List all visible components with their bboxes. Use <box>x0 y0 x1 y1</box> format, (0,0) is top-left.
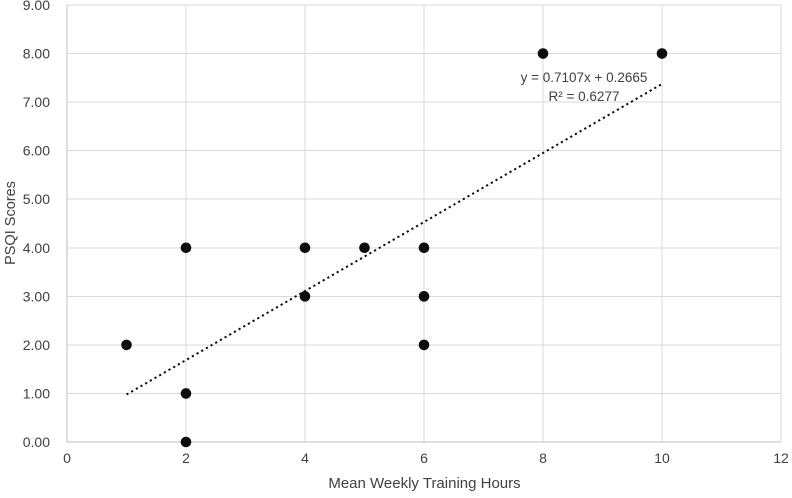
data-point <box>180 388 192 399</box>
data-point <box>418 339 430 351</box>
trendline-equation: y = 0.7107x + 0.2665 <box>520 70 648 85</box>
data-point <box>299 242 311 254</box>
y-axis-title: PSQI Scores <box>3 181 19 265</box>
data-point <box>359 242 370 254</box>
y-tick-label: 6.00 <box>23 143 50 159</box>
y-tick-label: 2.00 <box>23 337 50 353</box>
y-tick-label: 8.00 <box>23 46 50 62</box>
data-point <box>418 291 430 302</box>
data-point <box>299 291 311 302</box>
x-tick-label: 0 <box>63 450 71 466</box>
y-tick-label: 1.00 <box>23 385 50 401</box>
trendline-annotation: y = 0.7107x + 0.2665 R² = 0.6277 <box>521 68 648 106</box>
x-tick-label: 2 <box>182 450 190 466</box>
y-tick-label: 7.00 <box>23 94 50 110</box>
data-point <box>180 436 192 448</box>
x-tick-label: 12 <box>773 450 789 466</box>
data-point <box>656 48 668 59</box>
x-tick-label: 4 <box>301 450 309 466</box>
trendline <box>125 83 663 396</box>
y-tick-label: 4.00 <box>23 240 50 256</box>
y-tick-label: 3.00 <box>23 288 50 304</box>
x-tick-label: 10 <box>654 450 670 466</box>
y-tick-label: 0.00 <box>23 434 50 450</box>
data-point <box>180 242 192 254</box>
data-point <box>121 339 132 351</box>
x-tick-label: 6 <box>420 450 428 466</box>
data-point <box>537 48 549 59</box>
trendline-r-squared: R² = 0.6277 <box>548 89 620 104</box>
data-point <box>418 242 430 254</box>
y-tick-label: 5.00 <box>23 191 50 207</box>
x-tick-label: 8 <box>539 450 547 466</box>
y-tick-label: 9.00 <box>23 0 50 13</box>
x-axis-title: Mean Weekly Training Hours <box>328 475 521 492</box>
